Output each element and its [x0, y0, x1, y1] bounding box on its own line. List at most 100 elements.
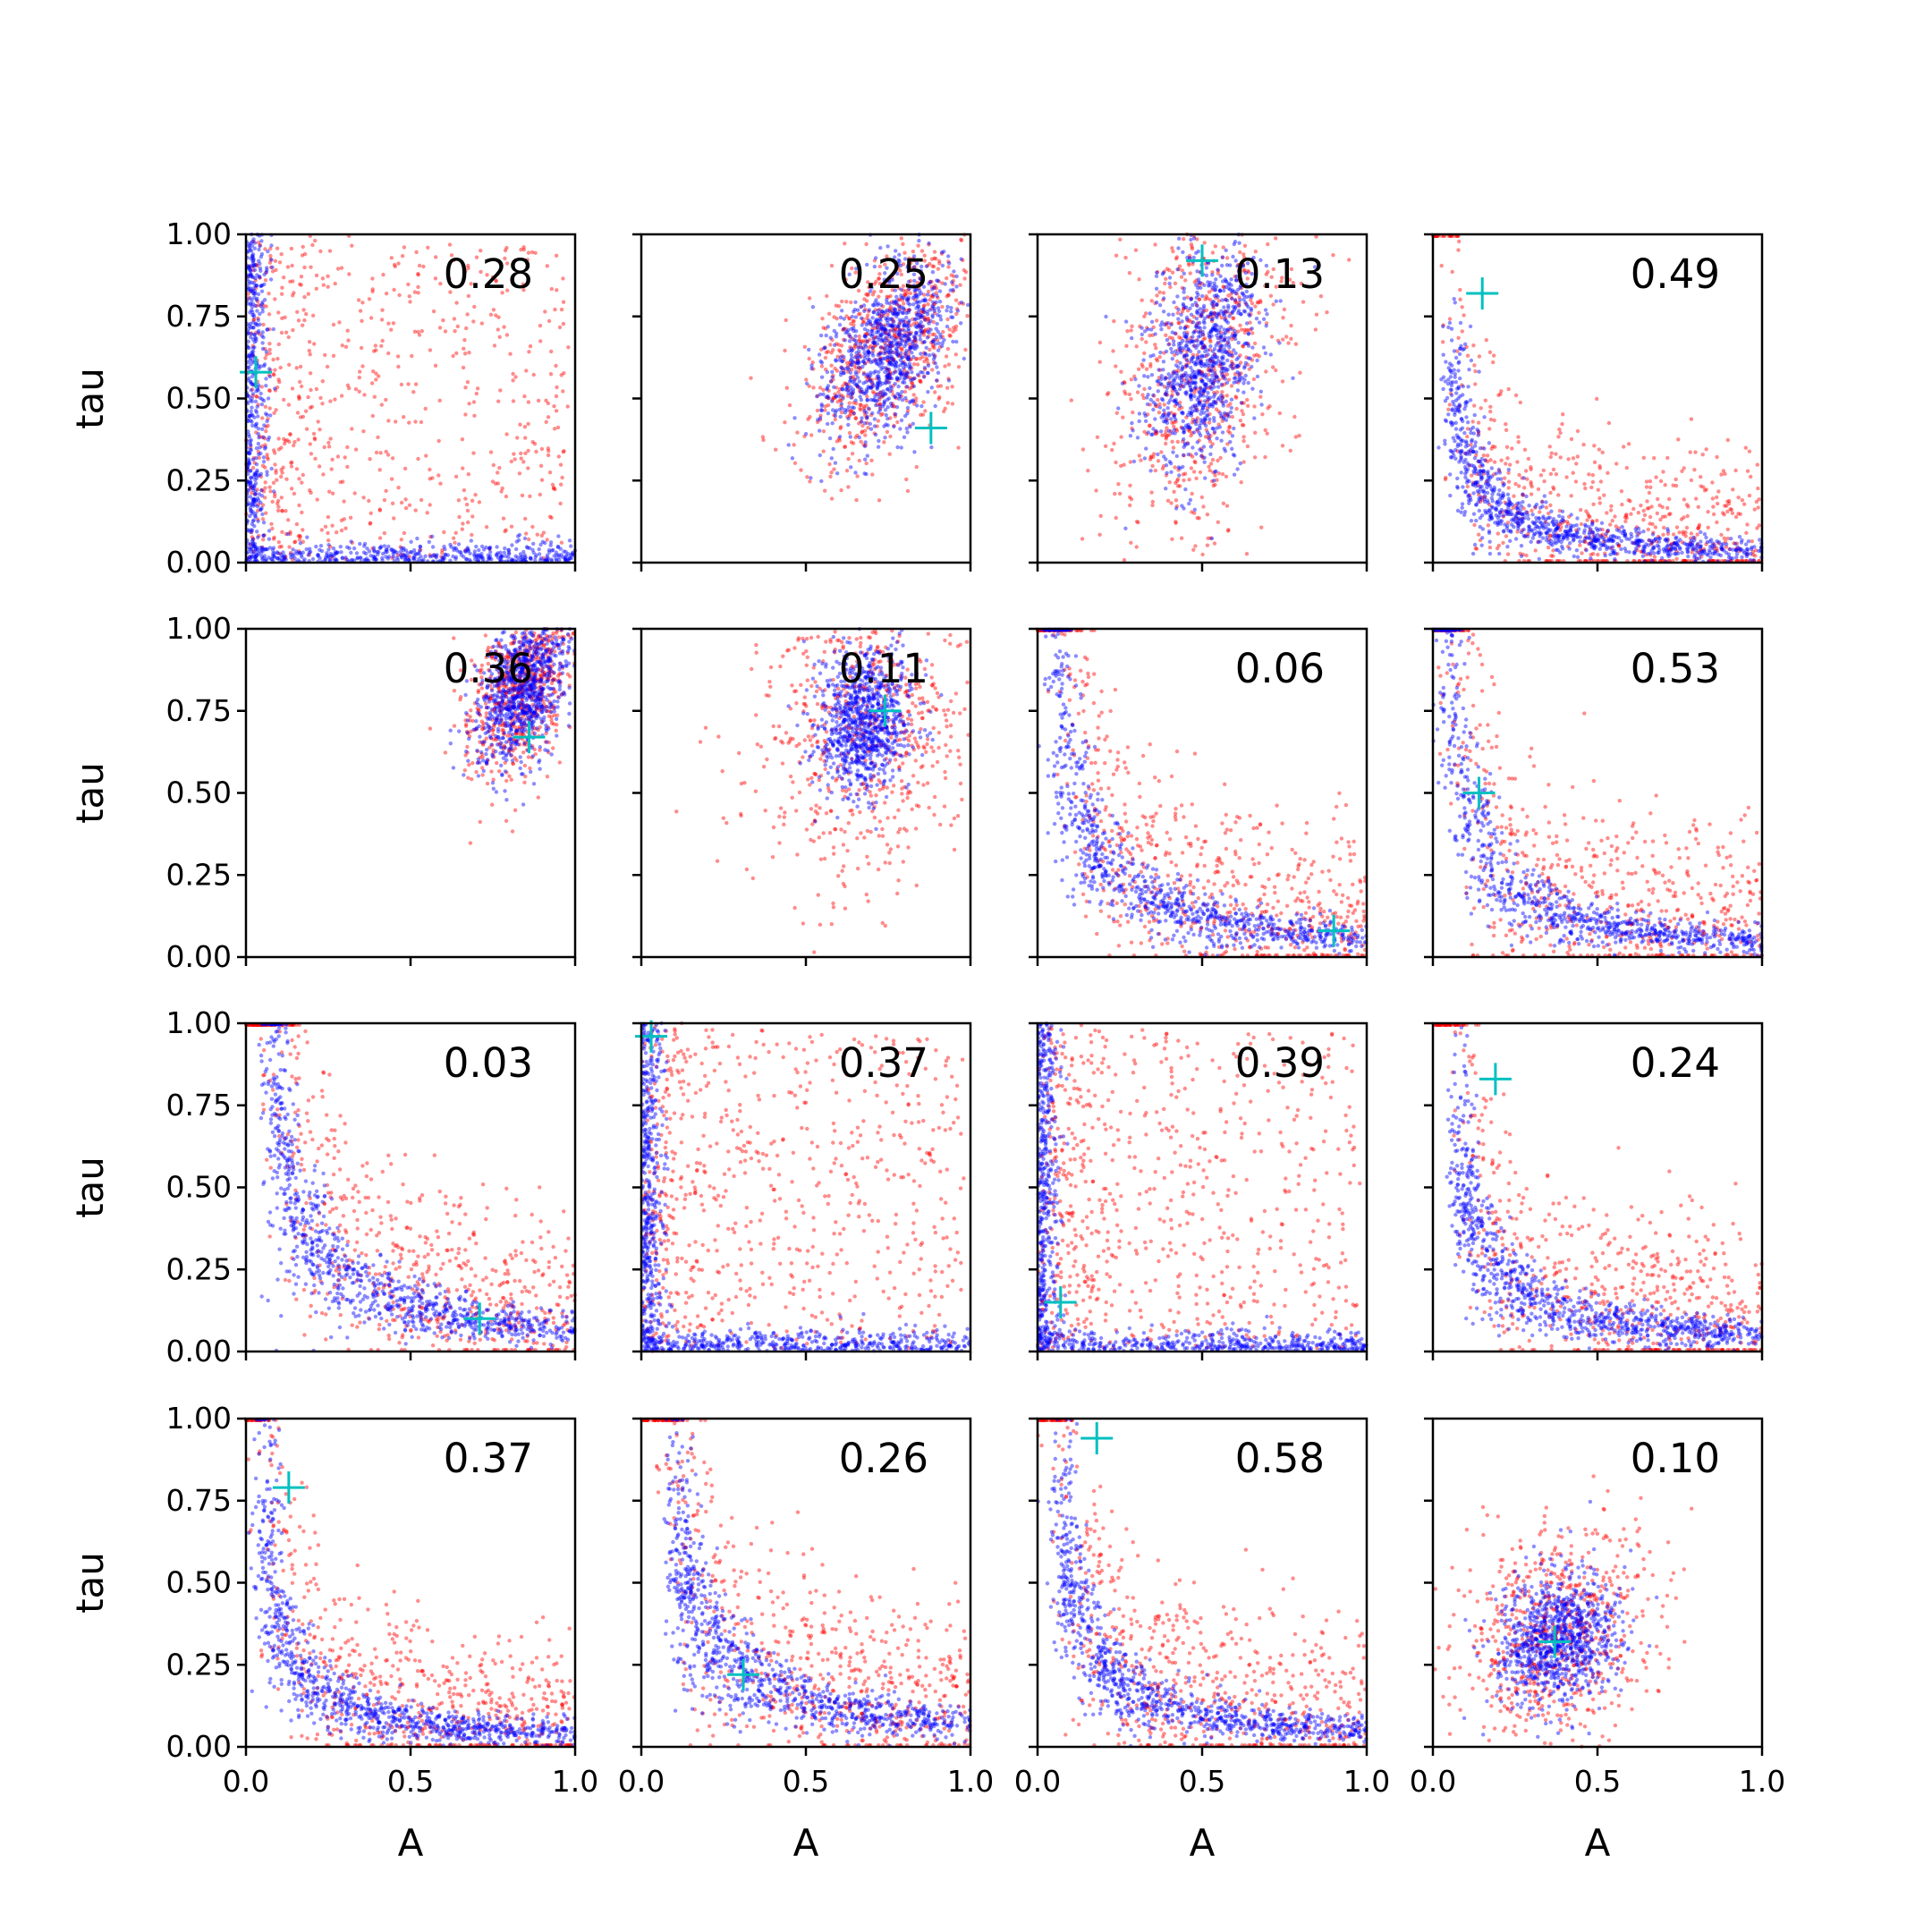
point — [503, 256, 507, 261]
point — [896, 384, 901, 389]
point — [937, 300, 943, 304]
point — [902, 323, 906, 327]
point — [522, 536, 528, 541]
point — [834, 408, 839, 413]
point — [456, 498, 462, 503]
point — [372, 349, 377, 353]
point — [1195, 515, 1199, 521]
point — [1224, 474, 1229, 479]
point — [927, 321, 931, 326]
point — [1648, 485, 1653, 489]
point — [1171, 445, 1176, 450]
point — [1170, 246, 1174, 250]
point — [921, 307, 926, 311]
point — [829, 379, 834, 384]
point — [345, 545, 350, 549]
point — [1211, 362, 1216, 367]
point — [263, 465, 267, 470]
point — [1220, 366, 1224, 370]
point — [862, 356, 868, 360]
point — [271, 326, 275, 332]
point — [263, 443, 267, 447]
point — [918, 337, 923, 342]
point — [1252, 416, 1257, 420]
point — [377, 549, 381, 555]
point — [378, 451, 383, 455]
point — [554, 409, 559, 413]
point — [1546, 546, 1551, 550]
point — [826, 421, 830, 427]
point — [284, 557, 288, 562]
point — [953, 352, 959, 357]
point — [1193, 544, 1198, 548]
point — [314, 386, 319, 392]
point — [846, 416, 851, 421]
point — [1169, 470, 1174, 474]
point — [1169, 501, 1174, 505]
point — [406, 282, 411, 287]
point — [555, 385, 559, 390]
point — [554, 253, 559, 258]
point — [963, 347, 968, 352]
point — [866, 313, 870, 318]
point — [276, 436, 281, 441]
point — [1644, 485, 1649, 489]
point — [749, 376, 753, 380]
point — [945, 324, 950, 329]
point — [889, 340, 894, 345]
point — [792, 416, 797, 420]
point — [255, 309, 259, 313]
point — [903, 363, 908, 369]
point — [357, 375, 361, 380]
point — [949, 315, 953, 319]
point — [1233, 306, 1238, 310]
point — [850, 452, 855, 456]
point — [360, 364, 365, 369]
point — [1149, 299, 1154, 303]
point — [1177, 386, 1182, 392]
point — [402, 466, 408, 471]
point — [792, 461, 798, 465]
point — [873, 369, 877, 374]
point — [354, 551, 360, 555]
point — [930, 368, 935, 372]
point — [924, 345, 928, 350]
point — [933, 361, 938, 366]
y-tick-label: 0.75 — [166, 299, 232, 334]
point — [391, 321, 396, 326]
point — [258, 474, 264, 479]
point — [414, 250, 419, 255]
point — [1719, 532, 1724, 538]
point — [893, 308, 897, 312]
point — [428, 503, 432, 507]
point — [1252, 341, 1258, 346]
point — [1301, 300, 1306, 304]
point — [281, 465, 285, 470]
point — [1165, 389, 1169, 394]
point — [792, 443, 796, 447]
point — [1189, 466, 1194, 470]
point — [1232, 472, 1237, 477]
point — [1195, 409, 1199, 413]
point — [549, 515, 554, 520]
point — [1274, 236, 1278, 241]
point — [1182, 296, 1187, 301]
point — [463, 547, 468, 553]
point — [1142, 456, 1148, 461]
point — [1238, 461, 1243, 466]
point — [1149, 490, 1154, 495]
point — [1200, 405, 1206, 411]
point — [463, 412, 468, 417]
point — [384, 449, 388, 454]
point — [286, 518, 291, 522]
point — [1237, 241, 1241, 245]
point — [888, 344, 893, 349]
point — [279, 292, 284, 296]
point — [1182, 271, 1187, 275]
point — [526, 466, 530, 470]
point — [1206, 352, 1210, 357]
point — [302, 265, 307, 270]
point — [1181, 411, 1185, 415]
point — [819, 479, 824, 484]
point — [331, 353, 336, 358]
